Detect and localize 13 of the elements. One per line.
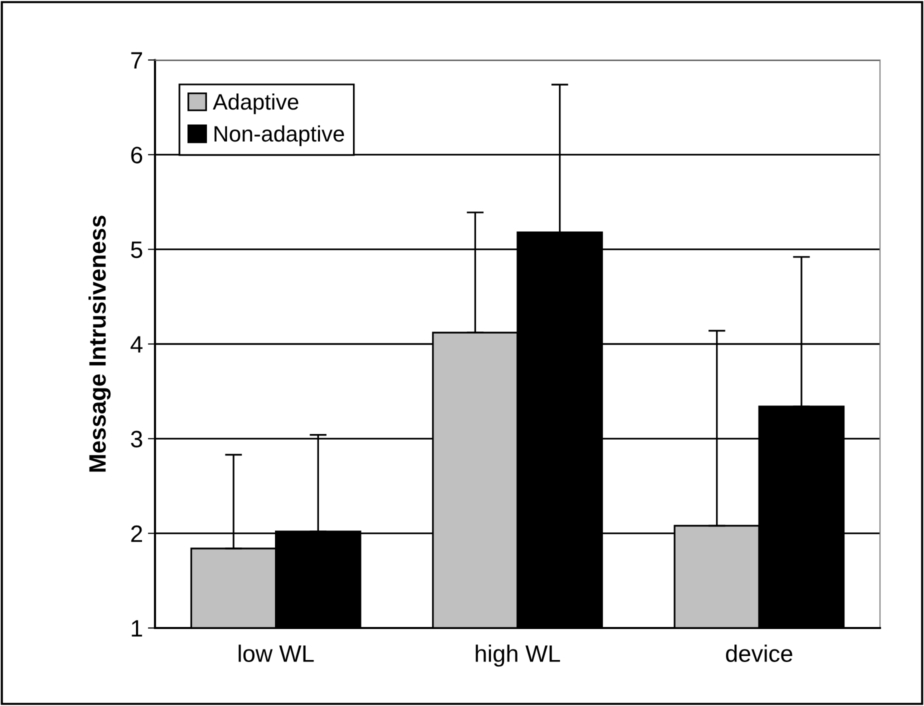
x-tick-label: high WL bbox=[476, 644, 560, 667]
x-tick-label: device bbox=[726, 644, 792, 662]
y-tick-label: 7 bbox=[131, 52, 142, 69]
y-tick-label: 6 bbox=[131, 146, 142, 164]
y-tick-label: 4 bbox=[130, 336, 143, 353]
y-tick-label: 5 bbox=[131, 242, 142, 258]
legend-label: Non-adaptive bbox=[214, 125, 344, 146]
y-axis-title: Message Intrusiveness bbox=[88, 216, 111, 472]
y-tick-label: 2 bbox=[131, 525, 142, 542]
y-tick-label: 1 bbox=[132, 620, 142, 637]
y-tick-label: 3 bbox=[130, 430, 142, 448]
x-tick-label: low WL bbox=[238, 644, 314, 662]
legend-label: Adaptive bbox=[212, 93, 298, 114]
